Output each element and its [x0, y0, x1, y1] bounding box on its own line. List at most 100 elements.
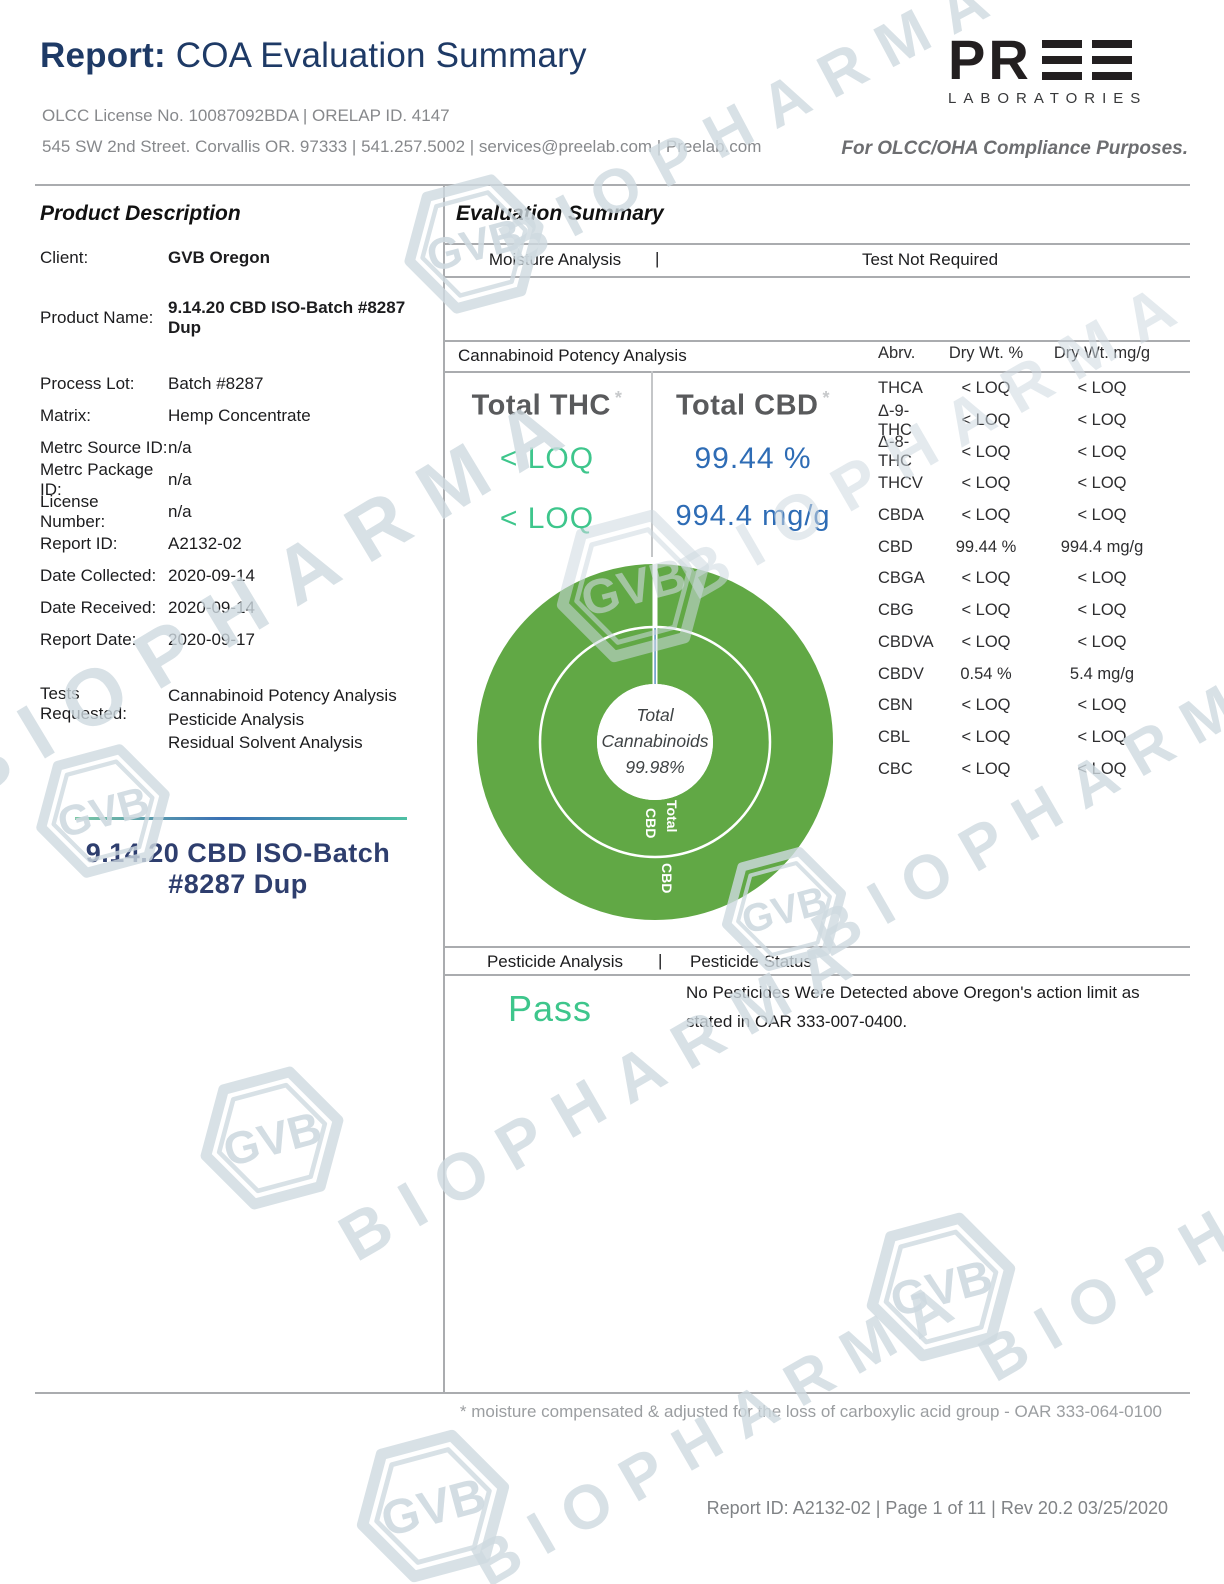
moisture-row-bottom-line [443, 276, 1190, 278]
total-cbd-label: Total CBD [675, 389, 819, 422]
cannabinoid-dry-wt-mgg: < LOQ [1077, 632, 1127, 651]
total-cbd-header: Total CBD * [655, 388, 851, 423]
cannabinoid-dry-wt-pct: 0.54 % [960, 664, 1012, 683]
evaluation-summary-title: Evaluation Summary [456, 202, 664, 225]
pesticide-analysis-label: Pesticide Analysis [486, 952, 624, 971]
product-name-highlight: 9.14.20 CBD ISO-Batch #8287 Dup [85, 838, 391, 899]
pesticide-note: No Pesticides Were Detected above Oregon… [686, 983, 1140, 1031]
product-field-label: Date Received: [40, 598, 157, 617]
thc-asterisk: * [614, 388, 623, 408]
pree-logo-e-bars-icon [1091, 40, 1132, 80]
biopharma-watermark-text: BIOPHARMA [967, 1055, 1224, 1396]
product-field-label: Report ID: [40, 534, 118, 553]
gradient-accent-line [75, 817, 407, 820]
cannabinoid-dry-wt-mgg: 994.4 mg/g [1060, 537, 1144, 556]
total-thc-mgg-value: < LOQ [499, 502, 595, 535]
gvb-hexagon-watermark: GVB [356, 1429, 510, 1583]
gvb-watermark-text: GVB [885, 1250, 998, 1328]
product-description-fields: Client: GVB Oregon Product Name: 9.14.20… [40, 242, 435, 656]
cannabinoid-abrv: CBN [878, 696, 913, 715]
product-field-value: Batch #8287 [168, 374, 264, 393]
moisture-divider: | [655, 249, 660, 268]
cannabinoid-dry-wt-mgg: 5.4 mg/g [1069, 664, 1135, 683]
cannabinoid-row: CBN < LOQ < LOQ [878, 690, 1168, 722]
address-line: 545 SW 2nd Street. Corvallis OR. 97333 |… [42, 137, 762, 156]
cbdv-slice [654, 628, 656, 685]
pesticide-row-bottom-line [443, 974, 1190, 976]
product-field-value: 2020-09-14 [168, 598, 255, 617]
potency-header-top-line [443, 340, 1190, 342]
test-item: Pesticide Analysis [168, 709, 305, 729]
pesticide-status-label: Pesticide Status [690, 952, 812, 971]
cannabinoid-dry-wt-pct: 99.44 % [955, 537, 1017, 556]
cannabinoid-abrv: CBDA [878, 506, 924, 525]
product-field-value: 2020-09-17 [168, 630, 255, 649]
pree-logo-pr-letters: PR [948, 28, 1032, 91]
donut-center-line1: Total [636, 705, 674, 725]
cannabinoid-table: THCA < LOQ < LOQ Δ-9-THC < LOQ < LOQ Δ-8… [878, 373, 1168, 785]
donut-outer-gap [652, 561, 658, 628]
cannabinoid-row: THCA < LOQ < LOQ [878, 373, 1168, 405]
potency-section-label: Cannabinoid Potency Analysis [458, 346, 687, 365]
product-field-label: Process Lot: [40, 374, 135, 393]
cannabinoid-abrv: CBC [878, 759, 913, 778]
donut-center-line3: 99.98% [625, 757, 685, 777]
product-field-label: Product Name: [40, 308, 154, 327]
cannabinoid-dry-wt-mgg: < LOQ [1077, 569, 1127, 588]
cannabinoid-row: CBL < LOQ < LOQ [878, 722, 1168, 754]
col-header-dry-wt-pct: Dry Wt. % [948, 344, 1024, 363]
moisture-row-top-line [443, 243, 1190, 245]
product-field-row: Product Name: 9.14.20 CBD ISO-Batch #828… [40, 298, 435, 337]
product-field-row: Metrc Package ID: n/a [40, 460, 435, 499]
cannabinoid-dry-wt-pct: < LOQ [961, 506, 1011, 525]
tests-requested-label: Tests Requested: [40, 684, 127, 723]
total-cbd-mgg-value: 994.4 mg/g [675, 500, 831, 532]
cbd-asterisk: * [822, 388, 831, 408]
product-field-row: Report Date: 2020-09-17 [40, 624, 435, 656]
outer-ring-label-cbd: CBD [659, 863, 675, 893]
cannabinoid-dry-wt-pct: < LOQ [961, 601, 1011, 620]
cannabinoid-abrv: Δ-8-THC [878, 433, 912, 471]
cannabinoid-row: CBDVA < LOQ < LOQ [878, 627, 1168, 659]
potency-table-header: Abrv. Dry Wt. % Dry Wt. mg/g [878, 338, 1168, 368]
product-field-value: n/a [168, 438, 192, 457]
cannabinoid-dry-wt-pct: < LOQ [961, 632, 1011, 651]
gvb-watermark-text: GVB [218, 1102, 327, 1177]
gvb-watermark-text: GVB [376, 1468, 492, 1547]
product-field-label: Metrc Package ID: [40, 460, 154, 499]
cannabinoid-abrv: THCA [878, 379, 923, 398]
moisture-analysis-value: Test Not Required [861, 250, 999, 269]
product-field-label: Report Date: [40, 630, 137, 649]
total-thc-pct-value: < LOQ [499, 442, 595, 475]
product-field-label: License Number: [40, 492, 106, 531]
pesticide-row-top-line [443, 946, 1190, 948]
product-field-value: Hemp Concentrate [168, 406, 311, 425]
product-field-row: Date Collected: 2020-09-14 [40, 560, 435, 592]
product-description-title: Product Description [40, 202, 241, 225]
cannabinoid-abrv: CBG [878, 601, 914, 620]
pree-logo-e-bars-icon [1041, 40, 1082, 80]
header-divider-line [35, 184, 1190, 186]
cannabinoid-dry-wt-mgg: < LOQ [1077, 442, 1127, 461]
cannabinoid-dry-wt-mgg: < LOQ [1077, 506, 1127, 525]
pree-logo-laboratories-text: LABORATORIES [948, 90, 1148, 107]
pree-laboratories-logo: PR LABORATORIES [948, 28, 1158, 108]
test-item: Residual Solvent Analysis [168, 733, 363, 752]
cannabinoid-row: CBC < LOQ < LOQ [878, 753, 1168, 785]
product-field-value: A2132-02 [168, 534, 242, 553]
cannabinoid-row: Δ-9-THC < LOQ < LOQ [878, 402, 1168, 439]
test-item: Cannabinoid Potency Analysis [168, 686, 397, 705]
product-field-label: Date Collected: [40, 566, 157, 585]
cannabinoid-abrv: CBGA [878, 569, 925, 588]
cannabinoid-dry-wt-pct: < LOQ [961, 569, 1011, 588]
product-field-row: Client: GVB Oregon [40, 242, 435, 274]
cannabinoid-dry-wt-mgg: < LOQ [1077, 727, 1127, 746]
donut-center-text: Total Cannabinoids 99.98% [565, 702, 745, 780]
license-line: OLCC License No. 10087092BDA | ORELAP ID… [42, 106, 450, 125]
product-field-value: 2020-09-14 [168, 566, 255, 585]
cannabinoid-dry-wt-pct: < LOQ [961, 759, 1011, 778]
product-field-label: Metrc Source ID: [40, 438, 168, 457]
footer-divider-line [35, 1392, 1190, 1394]
cannabinoid-dry-wt-mgg: < LOQ [1077, 411, 1127, 430]
